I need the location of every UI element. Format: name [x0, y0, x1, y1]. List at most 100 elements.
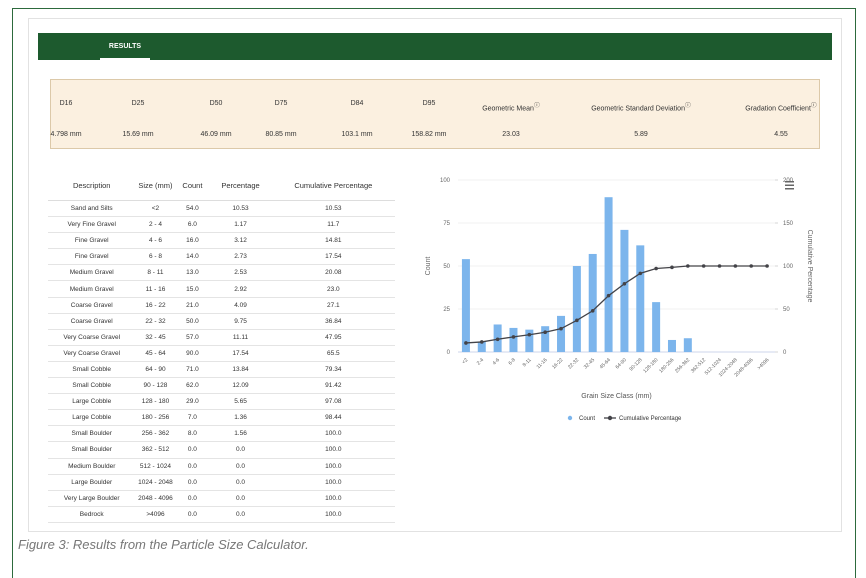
table-cell: 2.92: [209, 280, 272, 298]
x-tick-label: 6-8: [508, 357, 518, 367]
table-cell: 0.0: [175, 441, 210, 459]
table-header: Description Size (mm) Count Percentage Cumul…: [48, 170, 395, 201]
y-tick-label: 75: [443, 221, 450, 227]
line-point: [464, 341, 468, 345]
x-tick-label: 32-45: [583, 357, 596, 370]
menu-icon[interactable]: [785, 181, 794, 190]
table-cell: 100.0: [271, 458, 395, 475]
table-row: Small Cobble 64 - 90 71.0 13.84 79.34: [48, 361, 395, 379]
table-cell: Fine Gravel: [48, 248, 136, 266]
table-cell: Medium Gravel: [48, 280, 136, 298]
table-cell: Medium Gravel: [48, 264, 136, 282]
column-header: Size (mm): [135, 170, 176, 201]
summary-label: D50: [209, 100, 223, 107]
summary-value: 103.1 mm: [341, 131, 373, 138]
table-cell: 100.0: [271, 441, 395, 459]
bar: [557, 315, 566, 352]
table-cell: 91.42: [271, 377, 395, 395]
summary-value: 46.09 mm: [200, 131, 232, 138]
table-cell: 13.0: [175, 264, 210, 282]
table-cell: 17.54: [271, 248, 395, 266]
line-point: [622, 281, 627, 286]
table-cell: Medium Boulder: [48, 458, 136, 475]
table-cell: 0.0: [209, 474, 272, 491]
table-cell: 0.0: [209, 506, 272, 523]
table-cell: 0.0: [209, 458, 272, 475]
y2-tick-label: 150: [783, 221, 794, 227]
table-cell: 97.08: [271, 393, 395, 411]
info-icon[interactable]: ⓘ: [533, 103, 540, 109]
table-row: Medium Boulder 512 - 1024 0.0 0.0 100.0: [48, 458, 395, 475]
table-row: Medium Gravel 11 - 16 15.0 2.92 23.0: [48, 280, 395, 298]
bar: [509, 327, 518, 352]
bar: [604, 197, 613, 352]
summary-value: 23.03: [502, 131, 520, 138]
y2-tick-label: 0: [783, 350, 787, 356]
line-point: [590, 308, 595, 313]
y-tick-label: 100: [440, 178, 451, 184]
table-row: Large Cobble 180 - 256 7.0 1.36 98.44: [48, 409, 395, 427]
table-cell: 1024 - 2048: [135, 474, 176, 491]
y2-tick-label: 100: [783, 264, 794, 270]
table-cell: 9.75: [209, 313, 272, 330]
bar: [652, 302, 661, 352]
summary-label: D95: [422, 100, 436, 107]
table-cell: Bedrock: [48, 506, 136, 523]
table-cell: 3.12: [209, 232, 272, 250]
table-cell: Small Boulder: [48, 441, 136, 459]
table-cell: 100.0: [271, 490, 395, 507]
summary-label: D16: [59, 100, 73, 107]
x-axis-title: Grain Size Class (mm): [581, 393, 651, 400]
table-cell: 2 - 4: [135, 216, 176, 234]
x-tick-label: 45-64: [599, 357, 612, 370]
table-cell: 256 - 362: [135, 425, 176, 443]
x-tick-label: 8-11: [522, 357, 533, 368]
table-cell: 17.54: [209, 345, 272, 362]
table-cell: 0.0: [175, 506, 210, 523]
x-tick-label: 4-6: [492, 357, 502, 367]
table-cell: 79.34: [271, 361, 395, 379]
line-point: [495, 337, 500, 342]
table-row: Medium Gravel 8 - 11 13.0 2.53 20.08: [48, 264, 395, 282]
table-cell: 22 - 32: [135, 313, 176, 330]
info-icon[interactable]: ⓘ: [810, 103, 817, 109]
table-cell: 98.44: [271, 409, 395, 427]
y2-axis-title: Cumulative Percentage: [806, 230, 813, 303]
summary-value: 4.55: [774, 131, 788, 138]
line-point: [733, 264, 738, 268]
line-point: [654, 266, 658, 271]
header-bar: [38, 33, 832, 60]
table-cell: 90 - 128: [135, 377, 176, 395]
table-row: Fine Gravel 6 - 8 14.0 2.73 17.54: [48, 248, 395, 266]
table-cell: 4 - 6: [135, 232, 176, 250]
table-cell: 11.7: [271, 216, 395, 234]
table-row: Very Large Boulder 2048 - 4096 0.0 0.0 100.0: [48, 490, 395, 507]
line-point: [559, 326, 563, 331]
table-row: Very Coarse Gravel 32 - 45 57.0 11.11 47.95: [48, 329, 395, 346]
table-cell: 12.09: [209, 377, 272, 395]
bar: [461, 259, 470, 352]
table-cell: Very Coarse Gravel: [48, 329, 136, 346]
y2-tick-label: 50: [783, 307, 790, 313]
info-icon[interactable]: ⓘ: [684, 103, 691, 109]
table-cell: 2048 - 4096: [135, 490, 176, 507]
table-cell: 50.0: [175, 313, 210, 330]
results-tab[interactable]: RESULTS: [100, 33, 150, 60]
summary-value: 15.69 mm: [122, 131, 154, 138]
table-cell: 23.0: [271, 280, 395, 298]
table-cell: 10.53: [271, 200, 395, 218]
table-row: Coarse Gravel 16 - 22 21.0 4.09 27.1: [48, 297, 395, 314]
table-cell: 57.0: [175, 329, 210, 346]
line-point: [606, 293, 611, 298]
table-row: Large Boulder 1024 - 2048 0.0 0.0 100.0: [48, 474, 395, 491]
table-cell: 100.0: [271, 474, 395, 491]
y-tick-label: 50: [443, 264, 450, 270]
table-cell: 11 - 16: [135, 280, 176, 298]
table-cell: 0.0: [209, 441, 272, 459]
table-cell: 4.09: [209, 297, 272, 314]
summary-label: D84: [350, 100, 364, 107]
bar: [620, 229, 629, 352]
table-cell: 7.0: [175, 409, 210, 427]
bar: [541, 326, 550, 352]
summary-value: 4.798 mm: [50, 131, 82, 138]
